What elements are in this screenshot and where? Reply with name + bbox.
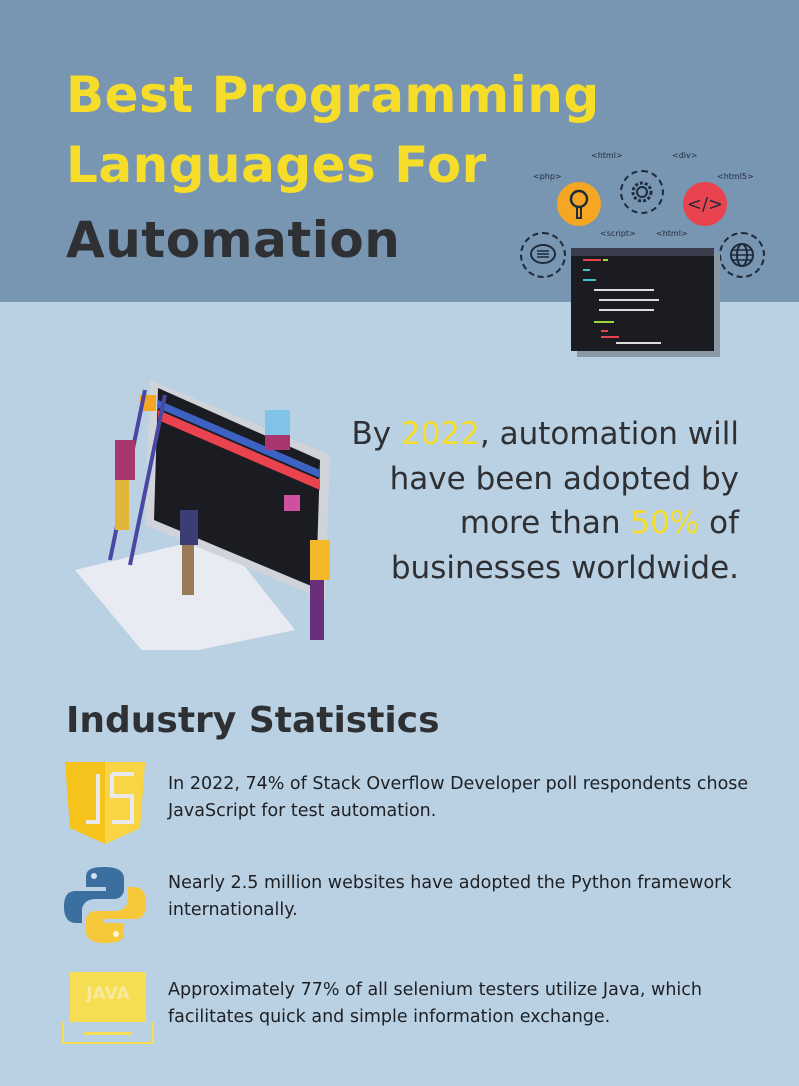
- code-tag: <php>: [533, 172, 562, 181]
- globe-icon: [719, 232, 765, 278]
- claim-year: 2022: [400, 416, 480, 452]
- title-line-2: Languages For: [66, 136, 487, 194]
- claim-text: By: [351, 416, 401, 452]
- code-brackets-icon: </>: [683, 182, 727, 226]
- title-line-3: Automation: [66, 211, 401, 269]
- claim-text: of businesses worldwide.: [390, 505, 739, 586]
- code-tag: <html>: [656, 229, 688, 238]
- section-heading: Industry Statistics: [66, 700, 440, 741]
- chat-icon: [520, 232, 566, 278]
- code-tag: <html>: [591, 151, 623, 160]
- code-window: [571, 248, 714, 351]
- magnifier-icon: [557, 182, 601, 226]
- stat-java: Approximately 77% of all selenium tester…: [168, 980, 703, 1027]
- team-building-website-illustration: [75, 380, 330, 650]
- code-tag: <script>: [600, 229, 636, 238]
- stat-javascript: In 2022, 74% of Stack Overflow Developer…: [168, 774, 749, 821]
- automation-adoption-claim: By 2022, automation will have been adopt…: [339, 412, 739, 590]
- code-tag: <html5>: [717, 172, 754, 181]
- claim-text: , automation will have been adopted by m…: [389, 416, 739, 541]
- gear-icon: [620, 170, 664, 214]
- java-label: JAVA: [70, 972, 146, 1022]
- code-tag: <div>: [672, 151, 698, 160]
- title-line-1: Best Programming: [66, 66, 600, 124]
- java-laptop-icon: JAVA: [62, 972, 154, 1044]
- python-icon: [64, 867, 146, 943]
- javascript-icon: [65, 762, 145, 844]
- claim-percent: 50%: [630, 505, 700, 541]
- stat-python: Nearly 2.5 million websites have adopted…: [168, 873, 732, 920]
